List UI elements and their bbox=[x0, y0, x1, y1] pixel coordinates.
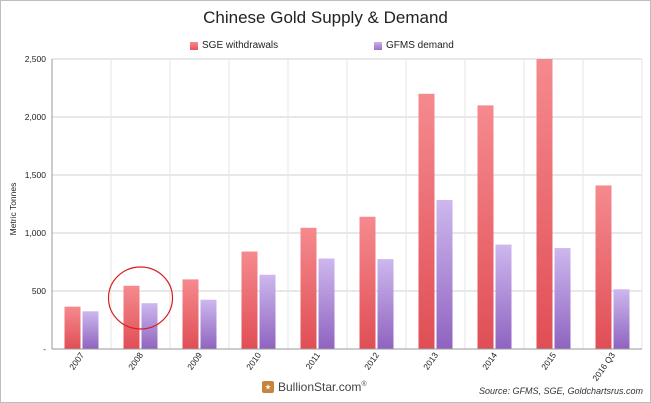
bar-sge-withdrawals bbox=[418, 93, 435, 349]
x-tick-label: 2016 Q3 bbox=[590, 350, 617, 383]
x-tick-label: 2012 bbox=[362, 350, 381, 371]
y-tick-label: 500 bbox=[32, 286, 46, 296]
bullionstar-star-icon bbox=[262, 381, 274, 393]
bar-sge-withdrawals bbox=[477, 105, 494, 350]
x-tick-label: 2009 bbox=[185, 350, 204, 371]
legend-item-sge: SGE withdrawals bbox=[190, 40, 278, 51]
bar-sge-withdrawals bbox=[182, 279, 199, 349]
legend-item-gfms: GFMS demand bbox=[374, 40, 454, 51]
x-tick-label: 2011 bbox=[303, 350, 322, 371]
bar-gfms-demand bbox=[495, 244, 512, 349]
bar-gfms-demand bbox=[613, 289, 630, 349]
bar-sge-withdrawals bbox=[536, 59, 553, 349]
bar-gfms-demand bbox=[554, 248, 571, 349]
bar-gfms-demand bbox=[377, 259, 394, 349]
bullionstar-logo: BullionStar.com® bbox=[262, 380, 367, 394]
logo-text: BullionStar.com® bbox=[278, 380, 367, 394]
y-tick-label: 1,000 bbox=[25, 228, 47, 238]
source-note: Source: GFMS, SGE, Goldchartsrus.com bbox=[478, 386, 643, 396]
bar-sge-withdrawals bbox=[359, 216, 376, 349]
x-tick-label: 2008 bbox=[126, 350, 145, 371]
x-tick-label: 2014 bbox=[480, 350, 499, 371]
bar-sge-withdrawals bbox=[595, 185, 612, 349]
x-tick-label: 2007 bbox=[67, 350, 86, 371]
chart-title: Chinese Gold Supply & Demand bbox=[203, 8, 448, 27]
bar-gfms-demand bbox=[259, 274, 276, 349]
bar-gfms-demand bbox=[82, 311, 99, 349]
legend-label-sge: SGE withdrawals bbox=[202, 40, 279, 51]
x-tick-label: 2015 bbox=[539, 350, 558, 371]
bar-sge-withdrawals bbox=[123, 285, 140, 349]
bar-gfms-demand bbox=[141, 303, 158, 349]
y-tick-label: 2,000 bbox=[25, 112, 47, 122]
logo-reg-mark: ® bbox=[361, 381, 367, 388]
bar-gfms-demand bbox=[200, 299, 217, 349]
legend-label-gfms: GFMS demand bbox=[386, 40, 454, 51]
bar-gfms-demand bbox=[318, 258, 335, 349]
legend: SGE withdrawals GFMS demand bbox=[0, 40, 651, 54]
legend-swatch-sge bbox=[190, 41, 198, 50]
bar-gfms-demand bbox=[436, 199, 453, 349]
bar-sge-withdrawals bbox=[241, 251, 258, 349]
x-tick-label: 2010 bbox=[244, 350, 263, 371]
legend-swatch-gfms bbox=[374, 41, 382, 50]
bar-sge-withdrawals bbox=[64, 306, 81, 349]
x-tick-label: 2013 bbox=[421, 350, 440, 371]
logo-name: BullionStar.com bbox=[278, 380, 362, 394]
y-tick-label: - bbox=[43, 344, 46, 354]
bar-sge-withdrawals bbox=[300, 227, 317, 349]
annotation-circle bbox=[107, 266, 174, 330]
y-tick-label: 1,500 bbox=[25, 170, 47, 180]
y-tick-label: 2,500 bbox=[25, 54, 47, 64]
